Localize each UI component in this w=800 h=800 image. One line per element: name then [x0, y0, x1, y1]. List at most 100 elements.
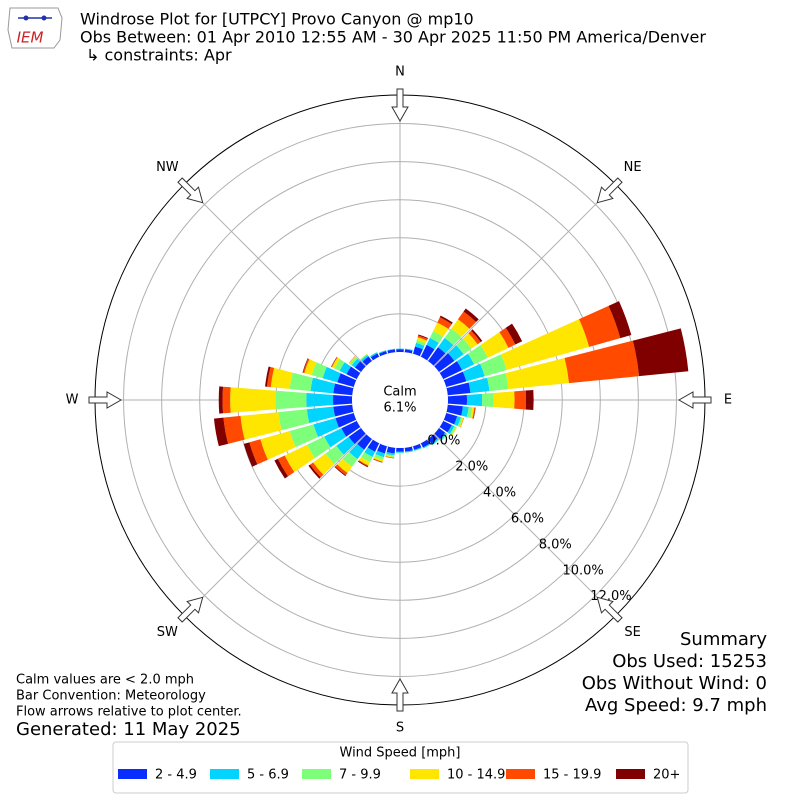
compass-arrow — [177, 596, 204, 623]
compass-label: S — [396, 721, 404, 736]
radial-grid-line — [183, 433, 367, 617]
legend-swatch — [506, 769, 535, 779]
bar-segment — [456, 353, 475, 371]
bar-segment — [387, 349, 396, 354]
bar-segment — [346, 366, 361, 380]
bar-segment — [385, 456, 395, 459]
bar-segment — [462, 363, 485, 382]
bar-segment — [447, 424, 455, 435]
bar-segment — [243, 442, 258, 467]
bar-segment — [466, 393, 483, 407]
summary: Avg Speed: 9.7 mph — [585, 695, 767, 716]
bar-segment — [375, 450, 385, 458]
title: ↳ constraints: Apr — [86, 46, 232, 65]
bar-segment — [278, 409, 310, 431]
legend-title: Wind Speed [mph] — [340, 746, 461, 761]
bar-segment — [331, 357, 340, 369]
bar-segment — [432, 439, 439, 446]
bar-segment — [274, 458, 289, 479]
bar-segment — [451, 319, 470, 338]
compass-arrow — [677, 391, 712, 409]
legend-label: 7 - 9.9 — [339, 768, 381, 783]
compass-label: SE — [624, 625, 640, 640]
bar-segment — [331, 356, 338, 367]
compass-arrow-shape — [596, 596, 623, 623]
compass-arrow-shape — [177, 596, 204, 623]
bar-segment — [470, 407, 475, 419]
grid-circle — [161, 161, 639, 639]
bar-segment — [439, 420, 452, 433]
bar-segment — [412, 346, 423, 357]
legend-swatch — [410, 769, 439, 779]
bar-segment — [471, 329, 483, 342]
bar-segment — [443, 371, 467, 388]
radial-grid-line — [183, 183, 367, 367]
bar-segment — [335, 412, 357, 428]
legend-swatch — [118, 769, 147, 779]
bar-segment — [417, 335, 428, 341]
bar-segment — [433, 322, 449, 337]
bar-segment — [357, 460, 369, 468]
bar-segment — [405, 348, 413, 350]
bar-segment — [416, 340, 426, 346]
bar-segment — [456, 338, 472, 355]
bar-segment — [426, 337, 439, 350]
bar-segment — [438, 337, 454, 354]
bar-segment — [420, 344, 435, 361]
bar-segment — [370, 352, 378, 358]
bar-segment — [360, 353, 367, 360]
bar-segment — [632, 328, 689, 377]
r-tick-label: 2.0% — [455, 459, 488, 474]
bar-segment — [468, 377, 490, 393]
bar-segment — [608, 301, 632, 339]
bar-segment — [370, 353, 380, 361]
bar-segment — [277, 455, 295, 477]
calm-value: 6.1% — [383, 401, 416, 416]
bar-segment — [265, 366, 271, 387]
bar-segment — [437, 317, 452, 329]
bar-segment — [396, 349, 404, 353]
logo-text: IEM — [17, 29, 44, 47]
bar-segment — [460, 417, 464, 428]
bar-segment — [412, 443, 422, 450]
bar-segment — [337, 458, 352, 473]
bar-segment — [439, 315, 453, 325]
bar-segment — [434, 428, 446, 439]
note: Flow arrows relative to plot center. — [16, 705, 242, 720]
note: Calm values are < 2.0 mph — [16, 673, 194, 688]
bar-segment — [361, 354, 369, 362]
bar-segment — [418, 334, 428, 339]
r-tick-label: 10.0% — [562, 563, 603, 578]
bar-segment — [404, 349, 413, 354]
compass-arrow-shape — [677, 391, 712, 409]
radial-grid-line — [433, 433, 617, 617]
bar-segment — [373, 458, 383, 463]
legend-label: 20+ — [653, 768, 680, 783]
bar-segment — [422, 443, 431, 449]
bar-segment — [439, 361, 463, 380]
r-tick-label: 4.0% — [483, 485, 516, 500]
bar-segment — [339, 362, 351, 375]
bar-segment — [374, 454, 384, 460]
bar-segment — [357, 434, 372, 450]
bar-segment — [266, 366, 275, 388]
bar-segment — [459, 417, 464, 428]
calm-circle — [352, 352, 448, 448]
compass-arrow-shape — [596, 177, 623, 204]
logo: IEM — [7, 7, 63, 49]
bar-segment — [446, 382, 471, 396]
bar-segment — [270, 367, 293, 389]
bar-segment — [223, 415, 245, 444]
bar-segment — [501, 319, 590, 371]
compass-arrow-shape — [177, 177, 204, 204]
compass-label: NE — [624, 160, 642, 175]
bar-segment — [313, 418, 339, 437]
legend-swatch — [616, 769, 645, 779]
bar-segment — [439, 432, 447, 441]
legend-swatch — [210, 769, 239, 779]
bar-segment — [334, 359, 345, 371]
bar-segment — [359, 456, 371, 466]
bar-segment — [369, 351, 378, 357]
bar-segment — [325, 445, 344, 465]
note: Bar Convention: Meteorology — [16, 689, 206, 704]
